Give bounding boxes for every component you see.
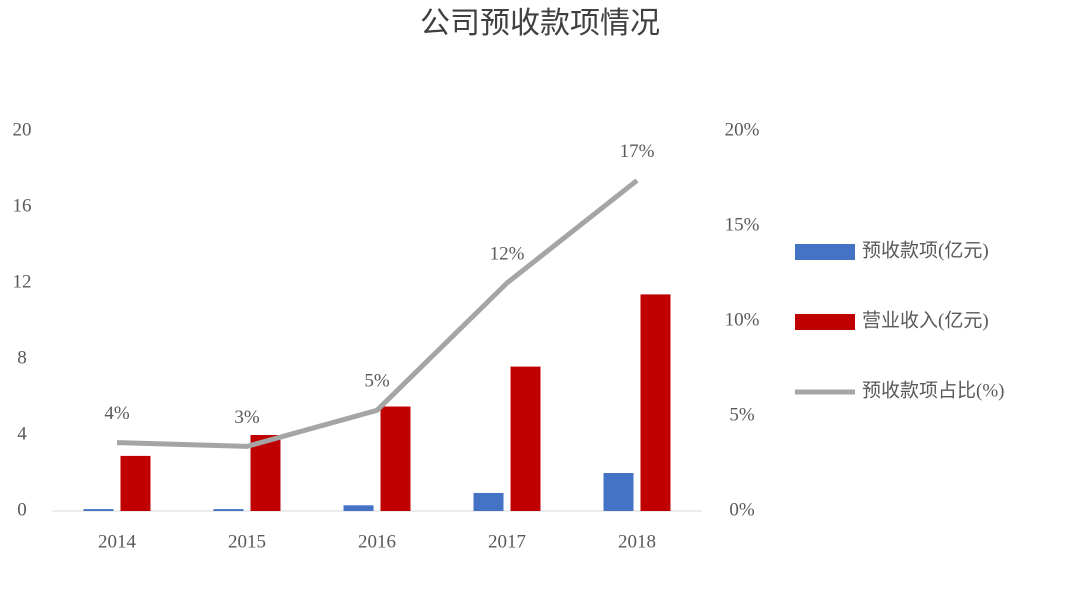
y-tick-label: 20 — [13, 119, 32, 140]
bar — [380, 406, 411, 511]
y-tick-label: 0 — [17, 499, 27, 520]
x-tick-label: 2017 — [488, 531, 526, 552]
bar — [83, 509, 114, 511]
x-tick-label: 2014 — [98, 531, 137, 552]
legend-swatch — [795, 314, 855, 330]
legend-label: 营业收入(亿元) — [862, 309, 989, 331]
data-label: 5% — [364, 371, 390, 392]
x-tick-label: 2016 — [358, 531, 396, 552]
x-tick-label: 2015 — [228, 531, 266, 552]
bar — [640, 294, 671, 511]
y2-tick-label: 5% — [729, 404, 755, 425]
y2-tick-label: 20% — [725, 119, 760, 140]
data-label: 12% — [490, 243, 525, 264]
data-label: 3% — [234, 407, 260, 428]
y2-tick-label: 15% — [725, 214, 760, 235]
legend-label: 预收款项(亿元) — [862, 239, 989, 261]
y2-tick-label: 10% — [725, 309, 760, 330]
x-tick-label: 2018 — [618, 531, 656, 552]
line — [116, 178, 639, 449]
legend-label: 预收款项占比(%) — [862, 379, 1004, 401]
legend-swatch — [795, 244, 855, 260]
bar — [473, 492, 504, 511]
y-tick-label: 12 — [13, 271, 32, 292]
bar — [213, 509, 244, 511]
y2-tick-label: 0% — [729, 499, 755, 520]
y-tick-label: 8 — [17, 347, 27, 368]
data-label: 17% — [620, 141, 655, 162]
y-tick-label: 4 — [17, 423, 27, 444]
data-label: 4% — [104, 403, 130, 424]
bar — [510, 366, 541, 511]
bar — [603, 473, 634, 511]
y-tick-label: 16 — [13, 195, 32, 216]
chart-title: 公司预收款项情况 — [420, 7, 660, 40]
bar — [250, 435, 281, 511]
bar — [120, 455, 151, 511]
bar — [343, 505, 374, 511]
